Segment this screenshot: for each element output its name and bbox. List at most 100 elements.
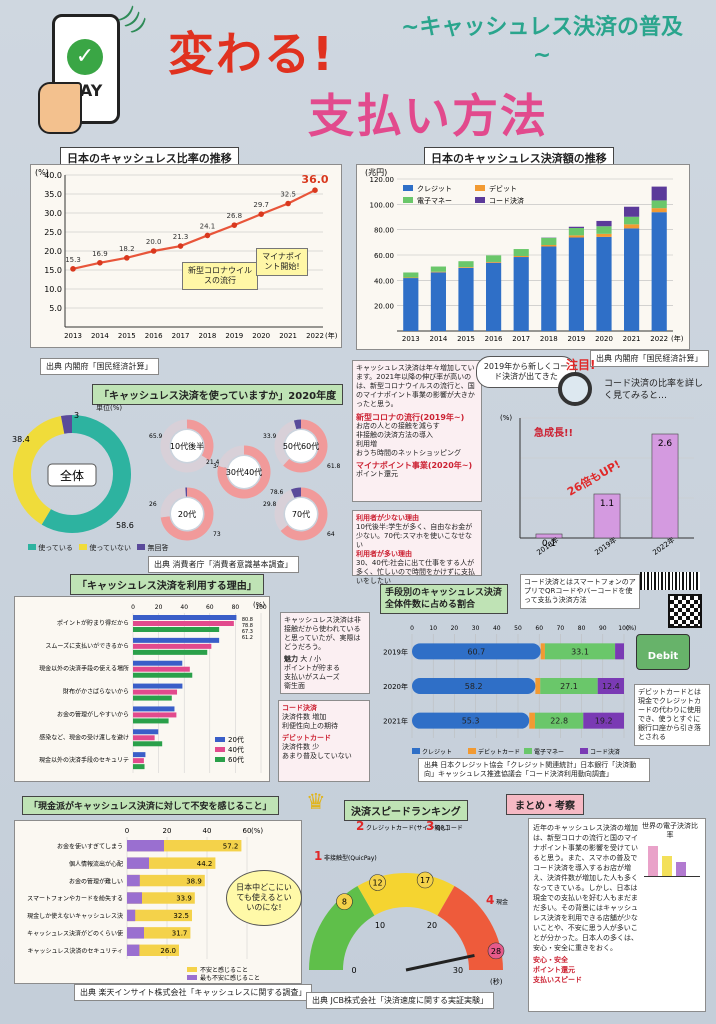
- world-mini-chart: [644, 836, 700, 877]
- reasons-bar-2: [133, 741, 163, 747]
- reasons-bar-2: [133, 672, 193, 678]
- amount-bar-2: [458, 261, 474, 268]
- ratio-xtick: 2019: [225, 332, 243, 340]
- amount-bar-1: [596, 233, 612, 237]
- amount-legend-swatch: [475, 185, 485, 191]
- usage-total-none: 3: [74, 411, 79, 420]
- ratio-value-label: 20.0: [146, 238, 162, 246]
- usage-group-nouse: 65.9: [149, 433, 163, 440]
- share-xtick: 80: [578, 625, 586, 632]
- share-xtick: 70: [557, 625, 565, 632]
- charm-item2: 支払いがスムーズ: [284, 673, 340, 681]
- usage-total-slice: [60, 415, 73, 434]
- amount-unit-y: (兆円): [365, 167, 387, 177]
- usage-group-slice: [293, 419, 302, 430]
- covid-item-0: お店の人との接触を減らす: [356, 422, 440, 430]
- amount-xtick: 2021: [623, 335, 641, 343]
- usage-total-nouse: 38.4: [12, 435, 30, 444]
- anxiety-xtick: 0: [125, 827, 129, 835]
- share-chart: 0 10 20 30 40 50 60 70 80 90 100(%) 60.7 33.1 2019年 58…: [383, 625, 636, 756]
- amount-bar-0: [513, 257, 529, 331]
- usage-group-slice: [160, 487, 214, 541]
- ratio-xtick: 2021: [279, 332, 297, 340]
- compare-box: コード決済 決済件数 増加 利便性向上の期待 デビットカード 決済件数 少 あま…: [278, 700, 370, 782]
- reasons-legend-swatch: [215, 757, 225, 762]
- debit-definition: デビットカードとは現金でクレジットカードの代わりに使用でき、使うとすぐに銀行口座…: [634, 684, 710, 746]
- speed-gauge-segment: [436, 886, 503, 971]
- ratio-unit-y: (%): [35, 168, 49, 177]
- usage-group-center: [171, 430, 203, 462]
- anxiety-xtick: 20: [163, 827, 172, 835]
- amount-ytick: 100.00: [370, 201, 395, 209]
- ratio-ytick: 5.0: [49, 304, 62, 313]
- anxiety-bar-most: [127, 874, 140, 887]
- ratio-point: [312, 187, 318, 193]
- ratio-xtick: 2013: [64, 332, 82, 340]
- share-xtick: 50: [514, 625, 522, 632]
- usage-group-use: 61.8: [327, 463, 341, 470]
- anxiety-legend-swatch2: [187, 975, 197, 980]
- share-xtick: 60: [535, 625, 543, 632]
- usage-group-center: [285, 498, 317, 530]
- reasons-item-label: ポイントが貯まり得だから: [57, 619, 129, 627]
- reasons-bar-1: [133, 666, 190, 672]
- magnifier-icon: [558, 372, 592, 406]
- anxiety-unit: (%): [251, 827, 263, 835]
- amount-bar-2: [541, 237, 557, 245]
- ratio-value-label: 36.0: [301, 173, 328, 186]
- usage-total-slice: [13, 416, 65, 525]
- speed-rank: 3: [426, 820, 434, 833]
- amount-bar-0: [486, 262, 502, 331]
- anxiety-value: 33.9: [176, 895, 192, 903]
- share-bar-1: [529, 712, 535, 729]
- ratio-point: [204, 232, 211, 239]
- amount-bar-1: [430, 271, 446, 273]
- amount-bar-0: [651, 212, 667, 331]
- amount-bar-1: [541, 244, 557, 247]
- anxiety-bar-most: [127, 909, 136, 922]
- anxiety-bar: [127, 927, 191, 939]
- ratio-xtick: 2017: [172, 332, 190, 340]
- reasons-xtick: 40: [180, 604, 188, 611]
- compare-head1: コード決済: [282, 704, 317, 712]
- charm-box: キャッシュレス決済は非接触だから使われていると思っていたが、実際はどうだろう。 …: [280, 612, 370, 694]
- anxiety-item-label: お金を使いすぎてしまう: [57, 842, 123, 850]
- usage-group-nouse: 26: [149, 501, 157, 508]
- amount-legend-swatch: [403, 185, 413, 191]
- covid-item-2: 利用増: [356, 440, 377, 448]
- usage-group-label: 50代60代: [283, 441, 319, 451]
- charm-big: 大: [300, 655, 308, 663]
- amount-bar-0: [541, 246, 557, 331]
- anxiety-xtick: 40: [203, 827, 212, 835]
- usage-group-slice: [186, 419, 214, 461]
- amount-bar-2: [624, 216, 640, 225]
- speed-item-name: 現金: [496, 898, 508, 906]
- reasons-bar-0: [133, 706, 175, 712]
- anxiety-bar-most: [127, 857, 149, 869]
- reasons-bar-2: [133, 718, 169, 724]
- amount-xtick: 2015: [457, 335, 475, 343]
- reasons-item-label: 現金以外の決済手段のセキュリテ: [39, 756, 129, 764]
- anxiety-value: 57.2: [223, 842, 239, 850]
- amount-ytick: 120.00: [370, 176, 395, 184]
- ratio-value-label: 29.7: [253, 201, 269, 209]
- amount-legend-label: 電子マネー: [417, 197, 452, 205]
- share-bar-0: [412, 678, 536, 694]
- amount-legend-swatch: [403, 197, 413, 203]
- world-chart-title: 世界の電子決済比率: [642, 822, 698, 839]
- ratio-line: [72, 189, 316, 270]
- amount-bar-3: [651, 186, 667, 201]
- amount-xtick: 2014: [429, 335, 447, 343]
- charm-small: 小: [314, 655, 322, 663]
- anxiety-value: 31.7: [172, 930, 188, 938]
- amount-bar-2: [568, 228, 584, 236]
- speed-chart: 0 10 20 30 (秒) 1 非接触型(QuicPay) 8 2 クレジットカード(サイン無し…: [309, 820, 508, 986]
- share-xtick: 30: [472, 625, 480, 632]
- usage-group-label: 30代40代: [226, 467, 262, 477]
- ratio-xtick: 2022: [306, 332, 324, 340]
- ratio-xtick: 2014: [91, 332, 109, 340]
- ratio-point: [70, 266, 76, 272]
- speed-rank: 1: [314, 849, 322, 863]
- share-bar-label: 22.8: [550, 717, 568, 726]
